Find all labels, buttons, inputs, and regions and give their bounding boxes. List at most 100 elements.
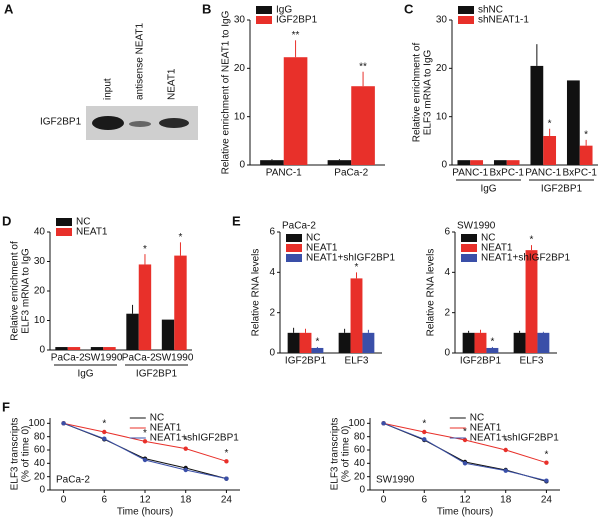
y-axis-label: Relative enrichment of [412,43,423,143]
legend-label: NEAT1 [76,227,108,238]
y-tick-label: 80 [354,431,366,442]
bar [530,65,544,165]
y-tick-label: 100 [28,418,45,429]
panel-letter: A [4,1,14,16]
point [61,421,66,426]
legend-label: IgG [276,5,292,16]
group-label: IgG [77,369,93,380]
point [183,467,188,473]
bar [537,332,550,353]
point [142,439,148,444]
legend-label: NEAT1 [150,423,182,434]
y-tick-label: 20 [234,63,246,74]
legend-swatch [56,218,72,226]
y-tick-label: 40 [34,458,46,469]
bar [506,160,520,165]
x-axis-label: Time (hours) [117,507,173,518]
blot-band [159,118,189,128]
y-tick-label: 6 [444,227,450,238]
significance-marker: * [490,337,494,348]
legend-label: NEAT1 [470,423,502,434]
panel-letter: D [2,213,11,228]
bar [486,347,499,353]
x-tick-label: SW1990 [84,353,123,364]
y-axis-label: Relative RNA levels [251,249,262,337]
legend-swatch [56,228,72,236]
y-tick-label: 10 [234,111,246,122]
legend-label: NC [481,233,495,244]
bar [55,347,68,350]
bar [474,332,487,353]
legend-label: NC [470,413,484,424]
x-tick-label: BxPC-1 [490,168,525,179]
legend-swatch [286,234,302,242]
legend-label: NEAT1+shIGF2BP1 [470,433,559,444]
point [422,429,427,435]
significance-marker: * [584,130,588,141]
x-tick-label: PANC-1 [525,168,561,179]
group-label: IGF2BP1 [541,184,583,195]
bar [260,160,284,165]
bar [351,86,375,165]
y-tick-label: 10 [34,315,46,326]
bar [67,347,81,350]
x-tick-label: ELF3 [345,356,369,367]
panel-letter: B [202,1,211,16]
y-tick-label: 10 [436,111,448,122]
bar [338,332,351,353]
x-tick-label: ELF3 [520,356,544,367]
x-tick-label: 24 [541,495,553,506]
bar [462,332,475,353]
x-tick-label: 24 [221,495,233,506]
x-tick-label: 12 [139,495,151,506]
y-tick-label: 20 [436,63,448,74]
bar [525,250,538,353]
group-label: IGF2BP1 [136,369,178,380]
protein-label: IGF2BP1 [40,117,82,128]
y-tick-label: 60 [354,445,366,456]
legend-label: NEAT1 [306,243,338,254]
x-tick-label: 0 [381,495,387,506]
point [224,459,229,464]
chart-note: PaCa-2 [56,475,90,486]
lane-label: antisense NEAT1 [135,22,146,100]
x-tick-label: PaCa-2 [122,353,156,364]
significance-marker: * [355,262,359,273]
x-tick-label: 6 [102,495,108,506]
point [462,461,468,466]
legend-swatch [458,6,474,14]
x-tick-label: BxPC-1 [563,168,598,179]
point [102,436,107,441]
x-axis-label: Time (hours) [437,507,493,518]
bar [579,145,593,165]
blot-panel: A input antisense NEAT1 NEAT1 IGF2BP1 [4,1,198,140]
bar [299,332,312,353]
y-tick-label: 20 [354,471,366,482]
y-tick-label: 0 [441,160,447,171]
group-label: IgG [480,184,496,195]
y-tick-label: 4 [269,267,275,278]
significance-marker: * [463,427,467,438]
y-tick-label: 0 [39,485,45,496]
point [544,460,549,465]
y-axis-label: ELF3 transcripts [10,418,21,491]
significance-marker: * [184,435,188,446]
lane-label: NEAT1 [167,68,178,100]
point [503,468,508,473]
blot-band [92,116,124,130]
bar [174,255,187,350]
significance-marker: * [530,235,534,246]
y-tick-label: 40 [34,227,46,238]
y-tick-label: 100 [348,418,365,429]
legend-label: NEAT1+shIGF2BP1 [306,253,395,264]
point [142,457,148,463]
x-tick-label: PaCa-2 [51,353,85,364]
significance-marker: * [179,232,183,243]
significance-marker: * [224,448,228,459]
legend-label: NC [76,217,90,228]
x-tick-label: 0 [61,495,67,506]
y-axis-label: (% of time 0) [341,426,352,483]
legend-swatch [458,16,474,24]
bar [103,347,116,350]
